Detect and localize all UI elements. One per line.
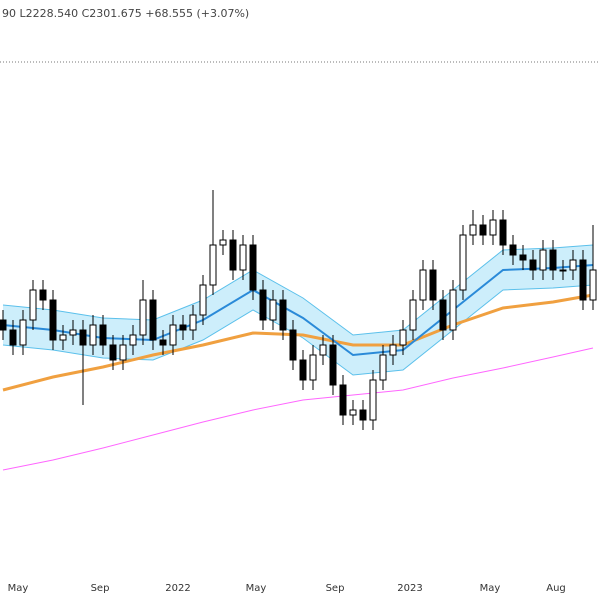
candle-body	[349, 409, 357, 416]
x-tick-label: May	[480, 583, 501, 594]
candle-body	[399, 329, 407, 346]
candle-body	[549, 249, 557, 271]
candle-body	[449, 289, 457, 331]
candle-body	[559, 269, 567, 272]
x-tick-label: May	[246, 583, 267, 594]
candle-body	[569, 259, 577, 271]
candle-body	[109, 344, 117, 361]
candle-body	[39, 289, 47, 301]
candle-body	[479, 224, 487, 236]
candle-body	[89, 324, 97, 346]
candle-body	[249, 244, 257, 291]
candle-body	[409, 299, 417, 331]
candle-body	[159, 339, 167, 346]
candle-body	[199, 284, 207, 316]
candle-body	[439, 299, 447, 331]
candle-body	[529, 259, 537, 271]
header-ohlc: 90 L2228.540 C2301.675 +68.555 (+3.07%)	[2, 7, 249, 20]
candle-body	[309, 354, 317, 381]
candle-body	[99, 324, 107, 346]
candle-body	[369, 379, 377, 421]
band-fill	[3, 245, 593, 375]
candle-body	[459, 234, 467, 291]
candle-body	[279, 299, 287, 331]
candle-body	[579, 259, 587, 301]
candle-body	[519, 254, 527, 261]
candle-body	[329, 344, 337, 386]
candle-body	[499, 219, 507, 246]
moving-average	[2, 347, 594, 471]
candle-body	[509, 244, 517, 256]
candle-body	[59, 334, 67, 341]
candle-body	[429, 269, 437, 301]
x-tick-label: 2023	[397, 583, 422, 594]
candle-body	[229, 239, 237, 271]
candle-body	[269, 299, 277, 321]
candle-body	[149, 299, 157, 341]
candle-body	[119, 344, 127, 361]
candle-body	[389, 344, 397, 356]
candle-body	[219, 239, 227, 246]
candle-body	[299, 359, 307, 381]
candle-body	[239, 244, 247, 271]
candle-body	[379, 354, 387, 381]
candle-body	[419, 269, 427, 301]
candle-body	[49, 299, 57, 341]
candle-body	[0, 319, 7, 331]
candle-body	[129, 334, 137, 346]
candle-body	[489, 219, 497, 236]
band-lower	[2, 284, 594, 376]
x-tick-label: Sep	[91, 583, 110, 594]
candle-body	[589, 269, 597, 301]
candle-body	[539, 249, 547, 271]
x-tick-label: 2022	[165, 583, 190, 594]
candle-body	[469, 224, 477, 236]
x-tick-label: Aug	[546, 583, 566, 594]
candle-body	[189, 314, 197, 331]
candle-body	[69, 329, 77, 336]
candle-body	[19, 319, 27, 346]
candle-body	[139, 299, 147, 336]
x-tick-label: May	[8, 583, 29, 594]
candle-body	[319, 344, 327, 356]
candle-body	[79, 329, 87, 346]
candle-body	[169, 324, 177, 346]
candle-body	[289, 329, 297, 361]
x-tick-label: Sep	[326, 583, 345, 594]
moving-average	[2, 293, 594, 392]
candle-body	[179, 324, 187, 331]
candle-body	[259, 289, 267, 321]
candle-body	[359, 409, 367, 421]
candle-body	[209, 244, 217, 286]
candle-body	[29, 289, 37, 321]
candle-body	[339, 384, 347, 416]
candle-body	[9, 329, 17, 346]
